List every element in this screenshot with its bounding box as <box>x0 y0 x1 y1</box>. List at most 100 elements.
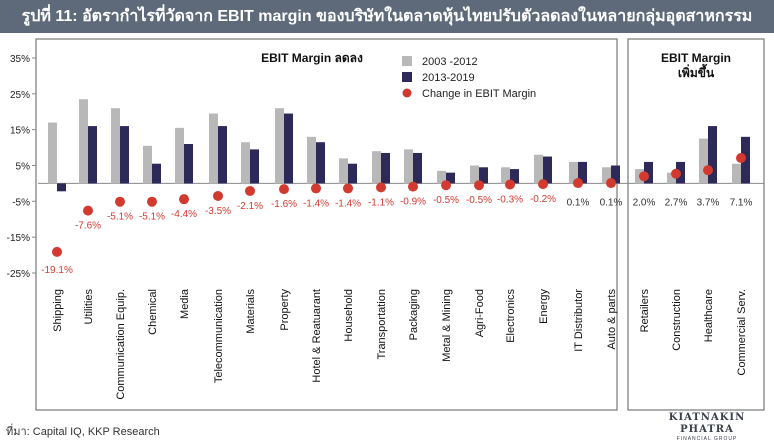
change-label: 7.1% <box>730 197 753 208</box>
legend-label: 2013-2019 <box>422 72 475 84</box>
change-marker <box>279 184 289 195</box>
bar-2003-2012 <box>111 108 120 184</box>
change-marker <box>474 180 484 191</box>
change-marker <box>376 182 386 193</box>
bar-2013-2019 <box>611 165 620 184</box>
change-label: -0.3% <box>497 194 523 205</box>
category-label: Media <box>179 288 191 319</box>
bar-2003-2012 <box>48 122 57 184</box>
logo-sub-text: FINANCIAL GROUP <box>676 436 738 442</box>
bar-2013-2019 <box>184 144 193 184</box>
change-marker <box>736 152 746 163</box>
change-label: 3.7% <box>697 197 720 208</box>
bar-2013-2019 <box>88 126 97 184</box>
change-marker <box>573 178 583 189</box>
bar-2013-2019 <box>284 113 293 184</box>
bar-2003-2012 <box>699 138 708 184</box>
change-marker <box>703 165 713 176</box>
y-tick-label: 15% <box>10 126 30 137</box>
bar-2003-2012 <box>307 136 316 184</box>
change-marker <box>147 196 157 207</box>
bar-2013-2019 <box>543 156 552 184</box>
change-label: -1.4% <box>303 198 329 209</box>
bar-2003-2012 <box>241 142 250 184</box>
change-marker <box>505 179 515 190</box>
y-tick-label: -15% <box>7 233 30 244</box>
panel-label: เพิ่มขึ้น <box>678 63 715 80</box>
bar-2003-2012 <box>470 165 479 184</box>
y-tick-label: 5% <box>16 162 31 173</box>
bar-2013-2019 <box>152 163 161 184</box>
change-marker <box>311 183 321 194</box>
change-label: -5.1% <box>139 212 165 223</box>
bar-2003-2012 <box>602 167 611 184</box>
change-marker <box>115 196 125 207</box>
change-label: 2.7% <box>665 197 688 208</box>
change-marker <box>52 246 62 257</box>
y-tick-label: -5% <box>12 197 30 208</box>
change-label: -0.2% <box>530 194 556 205</box>
change-label: -2.1% <box>237 201 263 212</box>
bar-2003-2012 <box>404 149 413 184</box>
y-tick-label: 35% <box>10 54 30 65</box>
bar-2003-2012 <box>501 167 510 184</box>
change-marker <box>179 194 189 205</box>
bar-2003-2012 <box>175 127 184 184</box>
change-marker <box>343 183 353 194</box>
change-marker <box>408 181 418 192</box>
change-marker <box>606 178 616 189</box>
bar-2003-2012 <box>339 158 348 184</box>
change-label: 0.1% <box>567 197 590 208</box>
category-label: Electronics <box>505 289 517 343</box>
change-marker <box>245 185 255 196</box>
category-label: Retailers <box>639 289 651 333</box>
change-marker <box>83 205 93 216</box>
change-label: 2.0% <box>633 197 656 208</box>
legend-swatch <box>402 88 412 98</box>
bar-2013-2019 <box>708 126 717 184</box>
category-label: Auto & parts <box>606 289 618 350</box>
bar-2003-2012 <box>209 113 218 184</box>
y-tick-label: -25% <box>7 269 30 280</box>
chart-title: รูปที่ 11: อัตรากำไรที่วัดจาก EBIT margi… <box>21 8 753 25</box>
change-label: 0.1% <box>600 197 623 208</box>
legend-label: 2003 -2012 <box>422 56 478 68</box>
change-marker <box>671 168 681 179</box>
category-label: Construction <box>671 289 683 351</box>
bar-2003-2012 <box>534 154 543 184</box>
bar-2013-2019 <box>578 161 587 184</box>
bar-2003-2012 <box>372 151 381 184</box>
panel-label: EBIT Margin <box>661 51 731 65</box>
bar-2003-2012 <box>732 163 741 184</box>
bar-2013-2019 <box>446 172 455 184</box>
category-label: Materials <box>245 289 257 334</box>
panel-border <box>35 38 618 411</box>
change-label: -0.9% <box>400 197 426 208</box>
category-label: Healthcare <box>703 289 715 342</box>
category-label: Household <box>343 289 355 342</box>
category-label: IT Distributor <box>573 289 585 352</box>
category-label: Shipping <box>52 289 64 332</box>
category-label: Utilities <box>83 289 95 325</box>
category-label: Property <box>279 289 291 331</box>
bar-2003-2012 <box>569 161 578 184</box>
bar-2003-2012 <box>79 99 88 184</box>
bar-2013-2019 <box>348 163 357 184</box>
bar-2013-2019 <box>120 126 129 184</box>
bar-2013-2019 <box>381 152 390 184</box>
category-label: Metal & Mining <box>441 289 453 362</box>
category-label: Commercial Serv. <box>736 289 748 376</box>
bar-2013-2019 <box>644 161 653 184</box>
change-label: -1.1% <box>368 197 394 208</box>
legend-swatch <box>402 56 412 66</box>
category-label: Energy <box>538 289 550 324</box>
source-note: ที่มา: Capital IQ, KKP Research <box>6 426 160 438</box>
y-tick-label: 25% <box>10 90 30 101</box>
legend-swatch <box>402 72 412 82</box>
change-marker <box>213 190 223 201</box>
bar-2013-2019 <box>413 152 422 184</box>
legend-label: Change in EBIT Margin <box>422 88 536 100</box>
change-marker <box>441 180 451 191</box>
bar-2003-2012 <box>275 108 284 184</box>
